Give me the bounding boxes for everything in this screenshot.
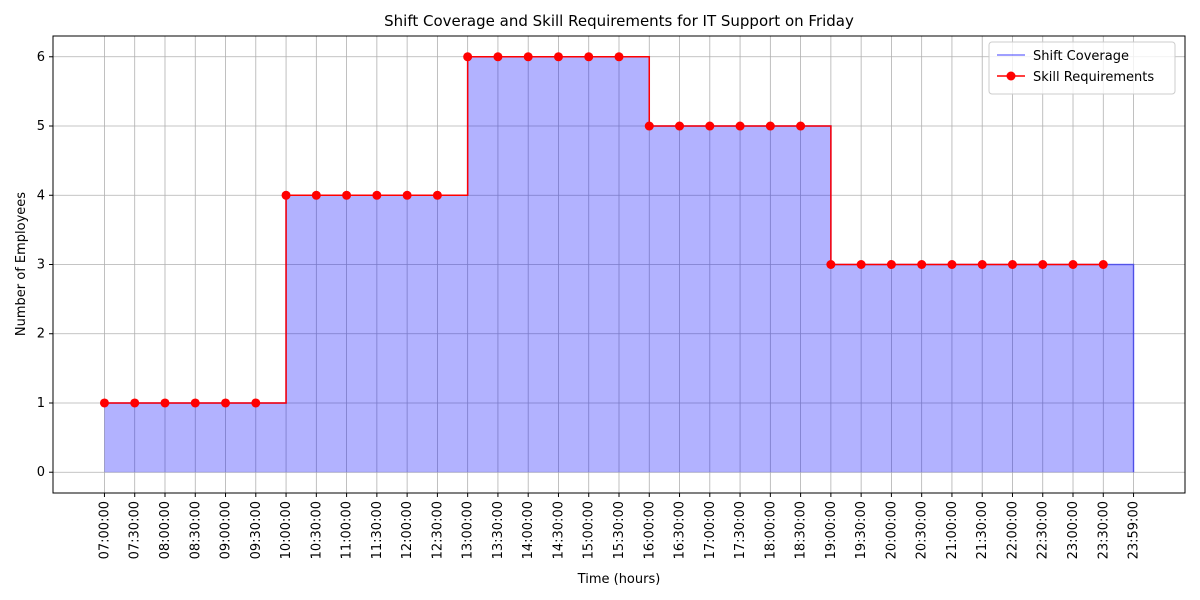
x-tick-label: 19:00:00 xyxy=(824,501,839,559)
plot-frame xyxy=(52,35,1186,494)
marker xyxy=(614,52,624,62)
marker xyxy=(523,52,533,62)
x-tick-label: 23:30:00 xyxy=(1096,501,1111,559)
x-tick-label: 22:30:00 xyxy=(1036,501,1051,559)
marker xyxy=(553,52,563,62)
y-tick-label: 5 xyxy=(37,119,45,134)
marker xyxy=(160,398,170,408)
area-fill xyxy=(104,56,1134,473)
marker xyxy=(644,121,654,131)
marker xyxy=(493,52,503,62)
x-tick-label: 17:30:00 xyxy=(733,501,748,559)
x-tick-label: 15:30:00 xyxy=(612,501,627,559)
x-tick-label: 12:00:00 xyxy=(400,501,415,559)
marker xyxy=(977,260,987,269)
marker xyxy=(705,121,715,131)
x-tick-label: 10:30:00 xyxy=(309,501,324,559)
legend-label: Skill Requirements xyxy=(1033,70,1154,85)
x-tick-label: 09:30:00 xyxy=(249,501,264,559)
marker xyxy=(372,190,382,200)
y-tick-label: 4 xyxy=(37,188,45,203)
x-tick-label: 11:30:00 xyxy=(370,501,385,559)
marker xyxy=(886,260,896,269)
x-tick-label: 08:30:00 xyxy=(188,501,203,559)
marker xyxy=(221,398,231,408)
legend-label: Shift Coverage xyxy=(1033,49,1129,64)
y-tick-label: 0 xyxy=(37,465,45,480)
y-tick-label: 3 xyxy=(37,258,45,273)
marker xyxy=(947,260,957,269)
marker xyxy=(190,398,200,408)
x-tick-label: 12:30:00 xyxy=(430,501,445,559)
marker xyxy=(735,121,745,131)
marker xyxy=(796,121,806,131)
marker xyxy=(1098,260,1108,269)
marker xyxy=(1068,260,1078,269)
x-tick-label: 11:00:00 xyxy=(340,501,355,559)
y-axis-label: Number of Employees xyxy=(14,192,29,336)
y-tick-label: 2 xyxy=(37,327,45,342)
marker xyxy=(342,190,352,200)
x-tick-label: 21:00:00 xyxy=(945,501,960,559)
x-tick-label: 08:00:00 xyxy=(158,501,173,559)
x-tick-label: 17:00:00 xyxy=(703,501,718,559)
marker xyxy=(765,121,775,131)
marker xyxy=(1038,260,1048,269)
x-tick-label: 23:00:00 xyxy=(1066,501,1081,559)
x-tick-label: 21:30:00 xyxy=(975,501,990,559)
x-tick-label: 07:30:00 xyxy=(128,501,143,559)
x-tick-label: 16:30:00 xyxy=(673,501,688,559)
x-tick-label: 14:00:00 xyxy=(521,501,536,559)
x-tick-label: 14:30:00 xyxy=(551,501,566,559)
x-tick-label: 18:30:00 xyxy=(794,501,809,559)
legend: Shift Coverage Skill Requirements xyxy=(988,41,1176,95)
chart-title: Shift Coverage and Skill Requirements fo… xyxy=(384,12,854,30)
legend-marker xyxy=(1006,71,1016,81)
x-tick-label: 13:00:00 xyxy=(461,501,476,559)
marker xyxy=(251,398,261,408)
marker xyxy=(675,121,685,131)
marker xyxy=(1007,260,1017,269)
x-tick-label: 18:00:00 xyxy=(763,501,778,559)
x-tick-label: 07:00:00 xyxy=(97,501,112,559)
marker xyxy=(402,190,412,200)
x-tick-label: 20:00:00 xyxy=(884,501,899,559)
legend-box xyxy=(988,41,1176,95)
x-tick-label: 09:00:00 xyxy=(219,501,234,559)
marker xyxy=(130,398,140,408)
x-tick-label: 20:30:00 xyxy=(915,501,930,559)
marker xyxy=(463,52,473,62)
marker xyxy=(856,260,866,269)
x-tick-label: 22:00:00 xyxy=(1005,501,1020,559)
x-tick-label: 23:59:00 xyxy=(1127,501,1142,559)
marker xyxy=(281,190,291,200)
marker xyxy=(99,398,109,408)
marker xyxy=(584,52,594,62)
x-tick-label: 15:00:00 xyxy=(582,501,597,559)
x-tick-label: 10:00:00 xyxy=(279,501,294,559)
x-tick-label: 16:00:00 xyxy=(642,501,657,559)
x-tick-label: 19:30:00 xyxy=(854,501,869,559)
marker xyxy=(432,190,442,200)
y-tick-label: 6 xyxy=(37,50,45,65)
marker xyxy=(311,190,321,200)
x-tick-label: 13:30:00 xyxy=(491,501,506,559)
x-axis-label: Time (hours) xyxy=(577,572,661,587)
marker xyxy=(826,260,836,269)
marker xyxy=(917,260,927,269)
y-tick-label: 1 xyxy=(37,396,45,411)
